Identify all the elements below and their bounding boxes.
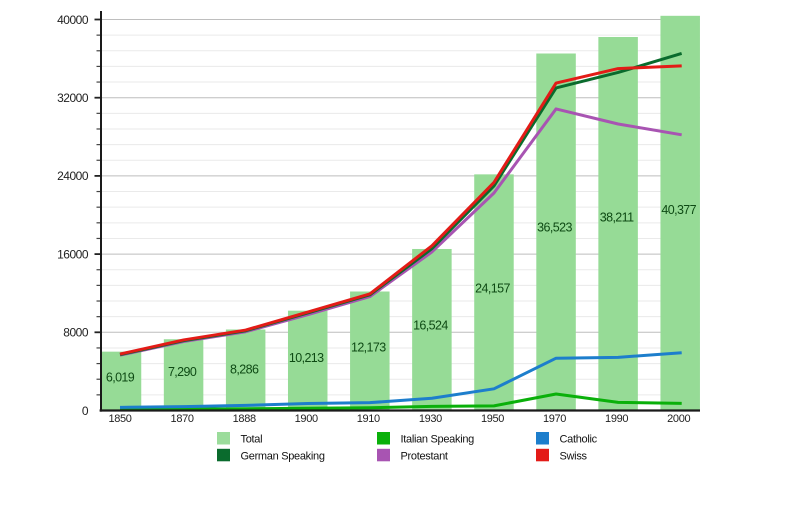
svg-text:24,157: 24,157: [475, 281, 510, 295]
svg-text:16,524: 16,524: [413, 318, 448, 332]
svg-text:7,290: 7,290: [168, 365, 197, 379]
svg-text:Italian Speaking: Italian Speaking: [401, 434, 475, 446]
svg-text:2000: 2000: [667, 413, 690, 425]
svg-text:German Speaking: German Speaking: [241, 450, 325, 462]
svg-text:1930: 1930: [419, 413, 442, 425]
svg-text:8,286: 8,286: [230, 362, 259, 376]
svg-text:38,211: 38,211: [600, 210, 634, 224]
svg-text:1910: 1910: [357, 413, 380, 425]
svg-text:1950: 1950: [481, 413, 504, 425]
svg-text:36,523: 36,523: [537, 220, 572, 234]
svg-text:Swiss: Swiss: [560, 450, 588, 462]
svg-text:10,213: 10,213: [289, 351, 324, 365]
svg-text:1990: 1990: [605, 413, 628, 425]
svg-text:0: 0: [82, 404, 89, 418]
svg-text:8000: 8000: [63, 326, 89, 340]
svg-text:32000: 32000: [57, 91, 89, 105]
svg-text:1870: 1870: [171, 413, 194, 425]
svg-text:16000: 16000: [57, 247, 89, 261]
svg-text:40000: 40000: [57, 13, 89, 27]
svg-text:12,173: 12,173: [351, 340, 386, 354]
svg-text:Catholic: Catholic: [560, 434, 598, 446]
svg-text:1850: 1850: [108, 413, 131, 425]
svg-text:1970: 1970: [543, 413, 566, 425]
svg-text:Protestant: Protestant: [401, 450, 448, 462]
svg-text:6,019: 6,019: [106, 370, 135, 384]
svg-text:40,377: 40,377: [661, 203, 696, 217]
svg-text:24000: 24000: [57, 169, 89, 183]
svg-text:Total: Total: [241, 434, 263, 446]
svg-text:1900: 1900: [295, 413, 318, 425]
svg-text:1888: 1888: [233, 413, 256, 425]
